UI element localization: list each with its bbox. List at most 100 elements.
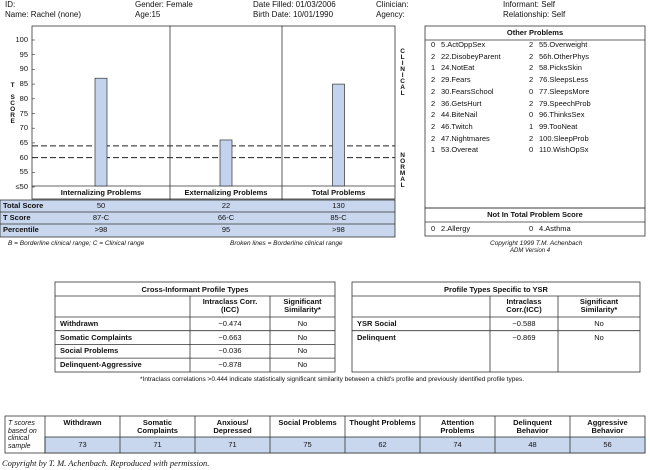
row-label: Percentile — [3, 224, 39, 234]
icc-value: −0.869 — [512, 332, 536, 342]
percentile: >98 — [94, 224, 108, 234]
row-label: Total Score — [3, 200, 44, 210]
icc-value: −0.036 — [218, 346, 242, 356]
copyright-note: Copyright 1999 T.M. Achenbach — [490, 240, 583, 247]
t-score: 87-C — [92, 212, 110, 222]
problem-item: 29.Fears — [441, 75, 471, 85]
plot-frame — [31, 25, 396, 200]
problem-score: 0 — [431, 224, 436, 233]
column-header: Aggressive Behavior — [587, 418, 628, 436]
row-label: Somatic Complaints — [60, 332, 133, 342]
problem-item: 53.Overeat — [441, 145, 479, 155]
header-field: Birth Date: 10/01/1990 — [253, 10, 334, 19]
problem-item: 2.Allergy — [441, 224, 471, 233]
y-tick-label: 95 — [19, 49, 28, 59]
row-label: Social Problems — [60, 346, 119, 356]
similarity: No — [297, 332, 308, 342]
similarity: No — [594, 332, 604, 342]
table-label: T scores based on clinical sample — [8, 420, 37, 451]
bar — [219, 139, 233, 187]
icc-value: −0.588 — [512, 319, 536, 328]
icc-value: −0.663 — [218, 332, 242, 342]
problem-item: 4.Asthma — [539, 224, 571, 233]
column-header: Intraclass Corr.(ICC) — [506, 297, 542, 315]
problem-item: 44.BiteNail — [441, 110, 478, 120]
header-field: Date Filled: 01/03/2006 — [253, 0, 336, 9]
profile-table — [351, 281, 641, 373]
similarity: No — [297, 319, 308, 328]
version-note: ADM Version 4 — [510, 248, 551, 254]
note: Broken lines = Borderline clinical range — [230, 240, 343, 247]
problem-score: 2 — [529, 40, 534, 49]
problem-score: 2 — [431, 133, 436, 143]
t-score-value: 62 — [378, 440, 387, 449]
problem-score: 2 — [431, 98, 436, 108]
column-header: Somatic Complaints — [137, 418, 178, 436]
category-label: Internalizing Problems — [60, 187, 142, 197]
problem-item: 36.GetsHurt — [441, 98, 482, 108]
problem-item: 5.ActOppSex — [441, 40, 486, 49]
row-label: Delinquent — [357, 332, 396, 342]
problem-item: 79.SpeechProb — [539, 98, 591, 108]
problem-item: 58.PicksSkin — [539, 63, 582, 73]
section-title: Not In Total Problem Score — [487, 210, 583, 219]
problem-score: 1 — [431, 145, 436, 155]
header-field: Informant: Self — [503, 0, 556, 9]
problem-item: 55.Overweight — [539, 40, 588, 49]
row-label: Delinquent-Aggressive — [60, 360, 142, 370]
total-score: 22 — [221, 200, 231, 210]
column-header: Delinquent Behavior — [513, 418, 552, 436]
problem-item: 77.SleepsMore — [539, 86, 590, 96]
row-label: YSR Social — [357, 319, 397, 328]
total-score: 130 — [332, 200, 345, 210]
similarity: No — [594, 319, 604, 328]
section-title: Profile Types Specific to YSR — [444, 284, 548, 294]
t-score-value: 71 — [153, 440, 162, 449]
problem-item: 99.TooNeat — [539, 121, 578, 131]
icc-value: −0.474 — [218, 319, 242, 328]
y-tick-label: 100 — [15, 35, 28, 44]
profile-table — [54, 281, 336, 373]
column-header: Thought Problems — [349, 418, 416, 427]
y-tick-label: 85 — [19, 79, 28, 89]
problem-score: 0 — [529, 145, 534, 155]
header-field: ID: — [5, 0, 16, 9]
problem-item: 46.Twitch — [441, 121, 473, 131]
percentile: 95 — [221, 224, 231, 234]
t-score-value: 75 — [303, 440, 312, 449]
icc-value: −0.878 — [218, 360, 242, 370]
column-header: Withdrawn — [63, 418, 102, 427]
column-header: Anxious/ Depressed — [213, 418, 252, 436]
t-score-value: 56 — [603, 440, 612, 449]
column-header: Significant Similarity* — [579, 297, 619, 315]
problem-score: 1 — [529, 121, 534, 131]
y-tick-label: 55 — [19, 167, 28, 177]
problem-score: 2 — [431, 121, 436, 131]
problem-score: 2 — [529, 75, 534, 85]
problem-item: 56h.OtherPhys — [539, 51, 590, 61]
problem-item: 100.SleepProb — [539, 133, 589, 143]
row-label: Withdrawn — [60, 319, 99, 328]
header-field: Clinician: — [376, 0, 409, 9]
problem-item: 22.DisobeyParent — [441, 51, 501, 61]
y-tick-label: 65 — [19, 137, 28, 147]
t-score-value: 73 — [78, 440, 87, 449]
row-label: T Score — [3, 212, 31, 222]
category-label: Externalizing Problems — [184, 187, 268, 197]
similarity: No — [297, 360, 308, 370]
table-fill — [0, 199, 396, 238]
normal-label: NORMAL — [399, 152, 407, 188]
footnote: *Intraclass correlations >0.444 indicate… — [140, 376, 525, 383]
header-field: Relationship: Self — [503, 10, 566, 19]
copyright: Copyright by T. M. Achenbach. Reproduced… — [2, 458, 210, 468]
problem-score: 0 — [431, 40, 436, 49]
problem-score: 2 — [529, 133, 534, 143]
problem-score: 2 — [529, 63, 534, 73]
problem-score: 2 — [529, 98, 534, 108]
problem-score: 2 — [431, 110, 436, 120]
t-score-value: 48 — [528, 440, 537, 449]
bar — [94, 77, 108, 187]
problem-score: 0 — [529, 110, 534, 120]
problem-item: 76.SleepsLess — [539, 75, 589, 85]
